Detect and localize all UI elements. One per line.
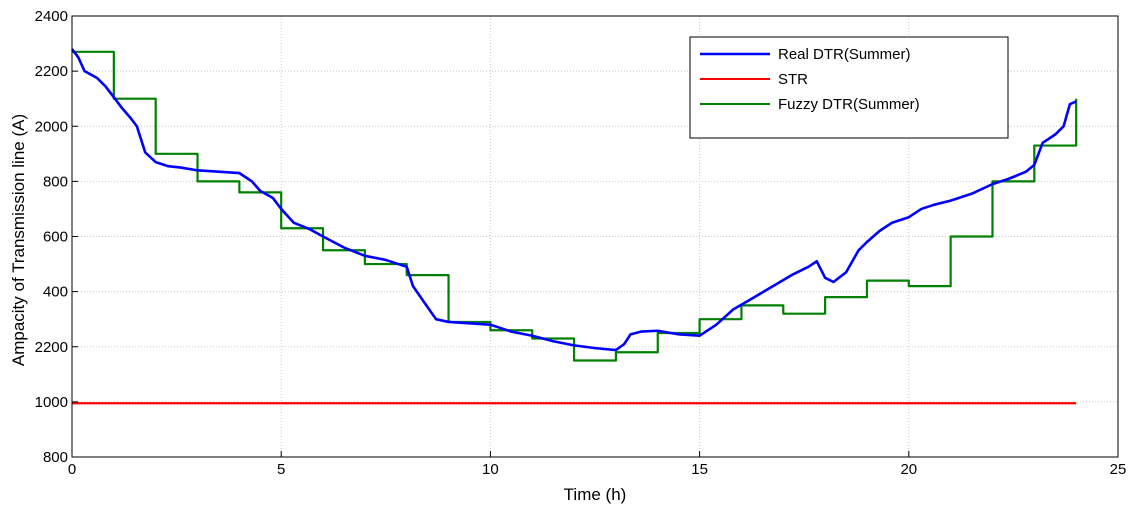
series-line-real-dtr-summer	[70, 48, 1077, 352]
y-axis-label: Ampacity of Transmission line (A)	[9, 114, 28, 366]
x-axis-label: Time (h)	[564, 485, 627, 504]
y-tick-label: 600	[43, 229, 68, 246]
x-tick-label: 0	[68, 461, 76, 478]
legend: Real DTR(Summer) STR Fuzzy DTR(Summer)	[689, 36, 1009, 139]
legend-label: Fuzzy DTR(Summer)	[778, 96, 920, 113]
y-tick-label: 2200	[35, 63, 68, 80]
y-tick-label: 2400	[35, 8, 68, 25]
y-tick-label: 2000	[35, 118, 68, 135]
data-series	[70, 48, 1078, 405]
legend-label: STR	[778, 71, 808, 88]
x-tick-label: 10	[482, 461, 499, 478]
series-line-fuzzy-dtr-summer	[72, 50, 1078, 362]
y-tick-label: 2200	[35, 339, 68, 356]
y-tick-label: 800	[43, 449, 68, 466]
x-tick-label: 5	[277, 461, 285, 478]
gridlines	[72, 16, 1118, 457]
legend-label: Real DTR(Summer)	[778, 46, 911, 63]
y-tick-label: 800	[43, 173, 68, 190]
x-tick-label: 15	[691, 461, 708, 478]
y-tick-label: 1000	[35, 394, 68, 411]
x-tick-label: 25	[1110, 461, 1127, 478]
y-tick-label: 400	[43, 284, 68, 301]
x-tick-label: 20	[900, 461, 917, 478]
axis-ticks: 0 5 10 15 20 25 800 1000 2200 400 600 800 2000 2200 24…	[35, 8, 1127, 478]
